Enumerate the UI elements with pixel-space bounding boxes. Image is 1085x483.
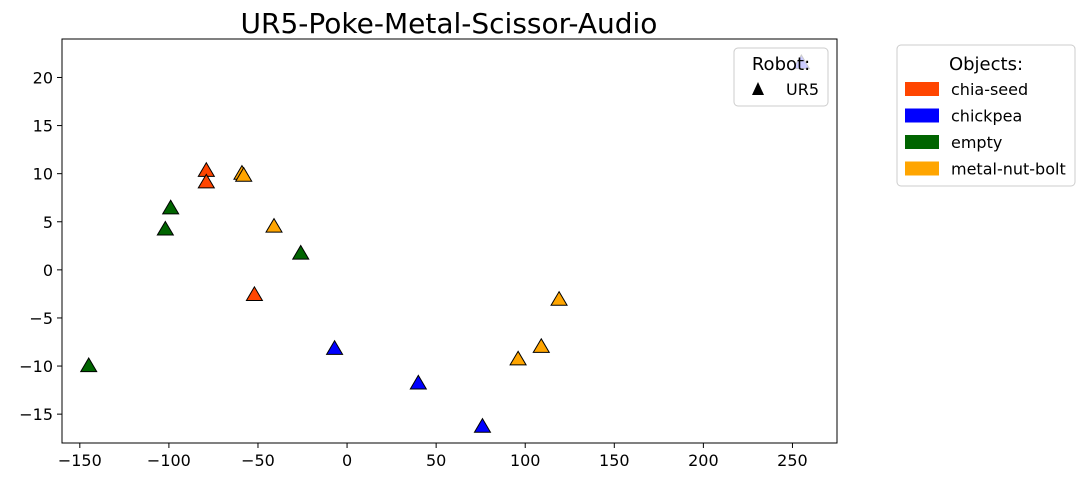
point-empty bbox=[156, 220, 175, 236]
point-chia-seed bbox=[197, 173, 216, 189]
chart-title: UR5-Poke-Metal-Scissor-Audio bbox=[241, 7, 658, 40]
legend-swatch-chickpea bbox=[905, 108, 939, 123]
point-chia-seed bbox=[245, 285, 264, 301]
legend-swatch-metal-nut-bolt bbox=[905, 161, 939, 176]
legend-label-empty: empty bbox=[951, 133, 1002, 152]
plot-area bbox=[61, 38, 838, 444]
x-tick-label: 200 bbox=[688, 451, 719, 470]
x-tick-label: 100 bbox=[510, 451, 541, 470]
point-empty bbox=[161, 199, 180, 215]
x-tick-label: −100 bbox=[147, 451, 191, 470]
robot-legend: Robot: UR5 bbox=[733, 47, 829, 107]
point-empty bbox=[79, 357, 98, 373]
objects-legend: Objects: chia-seed chickpea empty metal-nut… bbox=[896, 44, 1076, 187]
point-chickpea bbox=[325, 339, 344, 355]
data-points bbox=[79, 54, 811, 433]
y-tick-label: −5 bbox=[29, 309, 53, 328]
y-tick-label: 20 bbox=[33, 68, 53, 87]
point-metal-nut-bolt bbox=[550, 290, 568, 306]
point-metal-nut-bolt bbox=[532, 337, 551, 353]
legend-swatch-chia-seed bbox=[905, 82, 939, 96]
legend-label-chia-seed: chia-seed bbox=[951, 80, 1028, 99]
y-tick-label: 5 bbox=[43, 213, 53, 232]
objects-legend-box bbox=[896, 44, 1076, 187]
y-tick-label: 10 bbox=[33, 165, 53, 184]
x-tick-label: 50 bbox=[426, 451, 446, 470]
robot-legend-marker bbox=[752, 82, 764, 95]
x-tick-label: −50 bbox=[241, 451, 275, 470]
y-tick-label: −15 bbox=[19, 405, 53, 424]
robot-legend-title: Robot: bbox=[752, 54, 810, 75]
x-tick-label: 250 bbox=[777, 451, 808, 470]
legend-label-metal-nut-bolt: metal-nut-bolt bbox=[951, 160, 1066, 179]
y-tick-label: 15 bbox=[33, 117, 53, 136]
x-tick-label: 0 bbox=[342, 451, 352, 470]
point-empty bbox=[291, 244, 310, 260]
legend-label-chickpea: chickpea bbox=[951, 107, 1022, 126]
x-tick-label: −150 bbox=[58, 451, 102, 470]
point-metal-nut-bolt bbox=[234, 166, 253, 182]
legend-swatch-empty bbox=[905, 135, 939, 149]
robot-legend-label: UR5 bbox=[786, 80, 819, 99]
point-metal-nut-bolt bbox=[509, 350, 527, 366]
point-metal-nut-bolt bbox=[265, 217, 283, 233]
x-axis: −150 −100 −50 0 50 100 150 200 250 bbox=[58, 443, 808, 470]
objects-legend-title: Objects: bbox=[949, 54, 1023, 75]
point-chickpea bbox=[473, 417, 492, 433]
y-tick-label: −10 bbox=[19, 357, 53, 376]
y-axis: −15 −10 −5 0 5 10 15 20 bbox=[19, 68, 62, 424]
y-tick-label: 0 bbox=[43, 261, 53, 280]
x-tick-label: 150 bbox=[599, 451, 630, 470]
point-chickpea bbox=[409, 374, 428, 390]
